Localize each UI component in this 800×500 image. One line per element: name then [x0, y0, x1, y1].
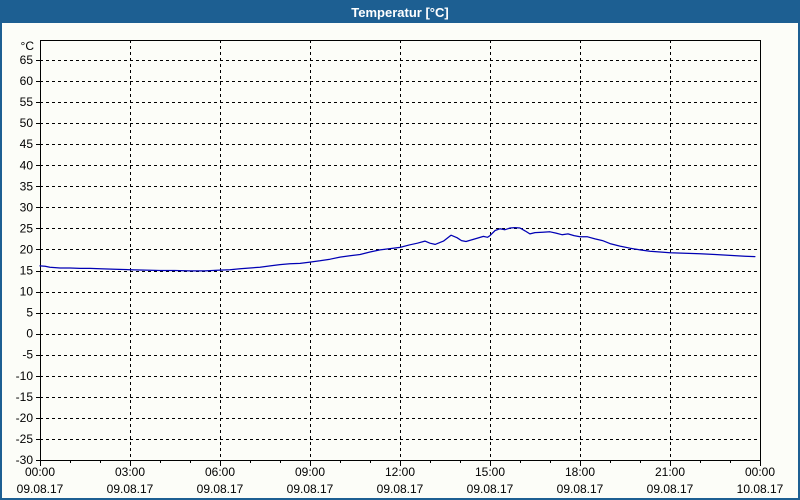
x-tick-date-label: 09.08.17: [557, 482, 604, 496]
y-tick-label: 10: [20, 285, 34, 299]
y-axis-unit-label: °C: [21, 39, 35, 53]
y-tick-label: -20: [16, 411, 34, 425]
x-tick-time-label: 12:00: [385, 465, 415, 479]
y-tick-label: 65: [20, 53, 34, 67]
x-tick-date-label: 09.08.17: [197, 482, 244, 496]
x-tick-date-label: 09.08.17: [377, 482, 424, 496]
y-tick-label: 35: [20, 179, 34, 193]
temperature-series-line: [39, 226, 756, 272]
y-tick-label: -5: [22, 348, 33, 362]
x-tick-time-label: 00:00: [745, 465, 775, 479]
y-tick-label: -25: [16, 432, 34, 446]
x-tick-time-label: 18:00: [565, 465, 595, 479]
window-titlebar[interactable]: Temperatur [°C]: [2, 2, 798, 23]
y-tick-label: 0: [26, 327, 33, 341]
y-tick-label: 45: [20, 137, 34, 151]
grid-layer: [40, 40, 760, 460]
x-tick-time-label: 06:00: [205, 465, 235, 479]
y-tick-label: -30: [16, 453, 34, 467]
y-tick-label: 25: [20, 221, 34, 235]
y-tick-label: -15: [16, 390, 34, 404]
y-tick-label: 15: [20, 264, 34, 278]
x-tick-date-label: 09.08.17: [287, 482, 334, 496]
x-tick-date-label: 10.08.17: [737, 482, 784, 496]
x-tick-time-label: 15:00: [475, 465, 505, 479]
x-tick-date-label: 09.08.17: [17, 482, 64, 496]
chart-area: 65 60 55 50 45 40 35 30 25 20 15 10 5 0 -5 -10 -15 -20 -25…: [2, 23, 798, 498]
x-tick-time-label: 03:00: [115, 465, 145, 479]
x-tick-time-label: 21:00: [655, 465, 685, 479]
axis-labels: 65605550454035302520151050-5-10-15-20-25…: [16, 39, 784, 496]
y-tick-label: 40: [20, 158, 34, 172]
x-tick-time-label: 09:00: [295, 465, 325, 479]
x-tick-date-label: 09.08.17: [467, 482, 514, 496]
axis-layer: [36, 60, 761, 466]
y-tick-label: -10: [16, 369, 34, 383]
y-tick-label: 55: [20, 95, 34, 109]
x-tick-time-label: 00:00: [25, 465, 55, 479]
y-tick-label: 50: [20, 116, 34, 130]
y-tick-label: 20: [20, 242, 34, 256]
window-title: Temperatur [°C]: [351, 5, 449, 20]
x-tick-date-label: 09.08.17: [107, 482, 154, 496]
temperature-chart: 65605550454035302520151050-5-10-15-20-25…: [16, 39, 784, 496]
plot-border: [40, 40, 761, 461]
y-tick-label: 60: [20, 74, 34, 88]
y-tick-label: 5: [26, 306, 33, 320]
x-tick-date-label: 09.08.17: [647, 482, 694, 496]
y-tick-label: 30: [20, 200, 34, 214]
